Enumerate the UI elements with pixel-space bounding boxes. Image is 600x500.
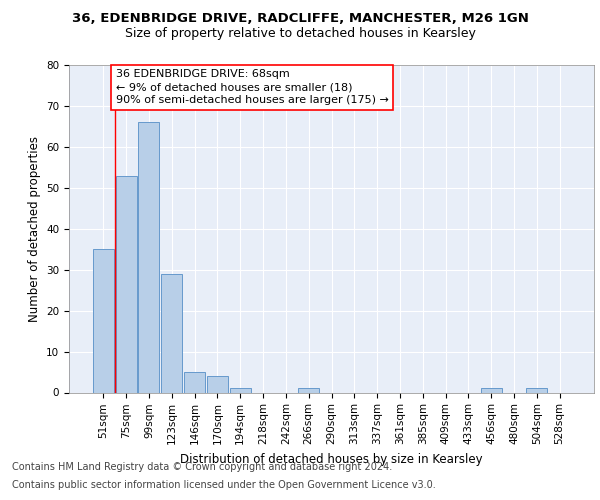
Bar [116,176,137,392]
Text: Contains public sector information licensed under the Open Government Licence v3: Contains public sector information licen… [12,480,436,490]
Bar [298,388,319,392]
Text: 36, EDENBRIDGE DRIVE, RADCLIFFE, MANCHESTER, M26 1GN: 36, EDENBRIDGE DRIVE, RADCLIFFE, MANCHES… [71,12,529,26]
Text: Size of property relative to detached houses in Kearsley: Size of property relative to detached ho… [125,28,475,40]
Bar [184,372,205,392]
Bar [139,122,160,392]
Bar [93,249,114,392]
Bar [207,376,228,392]
Bar [481,388,502,392]
X-axis label: Distribution of detached houses by size in Kearsley: Distribution of detached houses by size … [180,452,483,466]
Bar [161,274,182,392]
Bar [230,388,251,392]
Y-axis label: Number of detached properties: Number of detached properties [28,136,41,322]
Bar [526,388,547,392]
Text: Contains HM Land Registry data © Crown copyright and database right 2024.: Contains HM Land Registry data © Crown c… [12,462,392,472]
Text: 36 EDENBRIDGE DRIVE: 68sqm
← 9% of detached houses are smaller (18)
90% of semi-: 36 EDENBRIDGE DRIVE: 68sqm ← 9% of detac… [116,69,389,106]
